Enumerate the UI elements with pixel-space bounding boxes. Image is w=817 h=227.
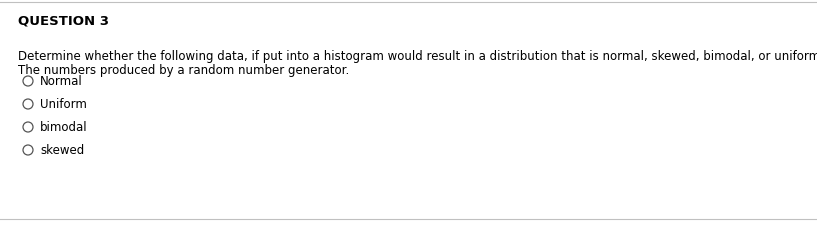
Text: QUESTION 3: QUESTION 3 xyxy=(18,14,109,27)
Text: Normal: Normal xyxy=(40,75,83,88)
Text: The numbers produced by a random number generator.: The numbers produced by a random number … xyxy=(18,64,349,77)
Text: bimodal: bimodal xyxy=(40,121,87,134)
Text: Determine whether the following data, if put into a histogram would result in a : Determine whether the following data, if… xyxy=(18,50,817,63)
Text: Uniform: Uniform xyxy=(40,98,87,111)
Text: skewed: skewed xyxy=(40,144,84,157)
